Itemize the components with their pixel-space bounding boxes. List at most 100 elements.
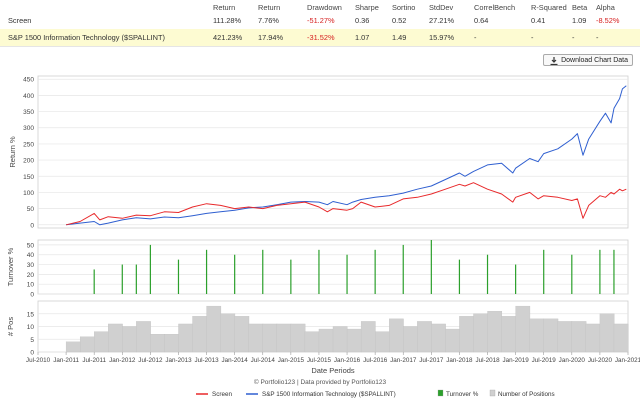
x-tick-label: Jul-2013 <box>194 357 219 364</box>
x-tick-label: Jan-2014 <box>222 357 249 364</box>
cell-alpha: -8.52% <box>596 16 620 25</box>
cell-drawdown: -51.27% <box>307 16 335 25</box>
screen-series-line <box>65 182 627 226</box>
legend-label: Turnover % <box>446 391 479 398</box>
positions-bar <box>178 323 193 353</box>
y-tick-label: 100 <box>23 190 34 197</box>
y-tick-label: 15 <box>27 311 35 318</box>
positions-bar <box>431 323 446 353</box>
positions-bar <box>332 326 348 353</box>
y-tick-label: 400 <box>23 93 34 100</box>
y-tick-label: 250 <box>23 141 34 148</box>
positions-bar <box>65 341 81 353</box>
x-tick-label: Jul-2015 <box>307 357 332 364</box>
cell-sharpe: 1.07 <box>355 33 370 42</box>
positions-bar <box>234 316 250 353</box>
y-tick-label: 450 <box>23 77 34 84</box>
y-tick-label: 10 <box>27 324 35 331</box>
turnover-bar <box>402 244 404 294</box>
cell-drawdown: -31.52% <box>307 33 335 42</box>
cell-return: 421.23% <box>213 33 243 42</box>
cell-beta: - <box>572 33 575 42</box>
y-tick-label: 0 <box>30 222 34 229</box>
positions-bar <box>501 316 517 353</box>
turnover-bar <box>346 254 348 294</box>
positions-bar <box>557 321 573 353</box>
x-tick-label: Jul-2014 <box>251 357 276 364</box>
turnover-bar <box>599 249 601 294</box>
positions-bar <box>290 323 306 353</box>
turnover-bar <box>613 249 615 294</box>
download-label: Download Chart Data <box>561 57 628 64</box>
cell-alpha: - <box>596 33 599 42</box>
legend-label: Number of Positions <box>498 391 555 398</box>
x-tick-label: Jul-2011 <box>82 357 106 364</box>
positions-bar <box>136 321 151 353</box>
turnover-bar <box>149 244 151 294</box>
x-tick-label: Jan-2021 <box>615 357 640 364</box>
positions-bar <box>122 326 137 353</box>
x-tick-label: Jul-2012 <box>138 357 163 364</box>
cell-correlbench: 0.64 <box>474 16 489 25</box>
turnover-bar <box>93 269 95 294</box>
x-tick-label: Jan-2019 <box>502 357 529 364</box>
positions-bar <box>515 305 531 353</box>
y-tick-label: 150 <box>23 174 34 181</box>
positions-bar <box>613 323 629 353</box>
y-tick-label: 20 <box>27 272 35 279</box>
turnover-bar <box>374 249 376 294</box>
cell-return: 111.28% <box>213 16 242 25</box>
panel-frame <box>37 239 629 295</box>
cell-sortino: 0.52 <box>392 16 407 25</box>
x-tick-label: Jan-2020 <box>559 357 586 364</box>
positions-bar <box>108 323 123 353</box>
cell-annual-return: 7.76% <box>258 16 279 25</box>
y-tick-label: 5 <box>30 337 34 344</box>
cell-sortino: 1.49 <box>392 33 407 42</box>
positions-bar <box>487 311 503 353</box>
positions-bar <box>389 318 404 353</box>
turnover-bar <box>135 264 137 294</box>
y-tick-label: 50 <box>27 242 35 249</box>
x-tick-label: Jan-2012 <box>109 357 136 364</box>
positions-bar <box>150 333 165 353</box>
stats-row-screen: Screen 111.28% 7.76% -51.27% 0.36 0.52 2… <box>0 12 640 30</box>
turnover-bar <box>290 259 292 294</box>
credit-text: © Portfolio123 | Data provided by Portfo… <box>254 378 387 386</box>
cell-beta: 1.09 <box>572 16 587 25</box>
x-tick-label: Jan-2016 <box>334 357 361 364</box>
positions-bar <box>220 313 236 353</box>
positions-bar <box>94 331 109 353</box>
positions-bar <box>473 313 488 353</box>
legend-label: Screen <box>212 391 232 398</box>
turnover-bar <box>121 264 123 294</box>
x-tick-label: Jul-2017 <box>419 357 444 364</box>
cell-rsquared: 0.41 <box>531 16 546 25</box>
turnover-bar <box>177 259 180 294</box>
download-icon <box>550 57 558 65</box>
turnover-bar <box>430 240 432 294</box>
positions-bar <box>529 318 545 353</box>
positions-bar <box>164 333 179 353</box>
y-axis-label: Return % <box>8 136 17 168</box>
positions-bar <box>543 318 559 353</box>
y-tick-label: 30 <box>27 262 35 269</box>
positions-bar <box>459 316 474 353</box>
positions-bar <box>192 316 208 353</box>
x-tick-label: Jul-2016 <box>363 357 388 364</box>
turnover-bar <box>318 249 320 294</box>
stats-row-benchmark: S&P 1500 Information Technology ($SPALLI… <box>0 29 640 47</box>
x-tick-label: Jan-2018 <box>446 357 473 364</box>
cell-stddev: 15.97% <box>429 33 455 42</box>
x-axis-label: Date Periods <box>311 366 355 375</box>
x-tick-label: Jan-2015 <box>278 357 305 364</box>
positions-bar <box>206 305 222 353</box>
x-tick-label: Jul-2019 <box>532 357 557 364</box>
y-tick-label: 10 <box>27 282 35 289</box>
legend-label: S&P 1500 Information Technology ($SPALLI… <box>262 391 396 398</box>
header-stddev: StdDev <box>429 3 454 12</box>
download-chart-data-button[interactable]: Download Chart Data <box>543 54 633 66</box>
positions-bar <box>403 326 418 353</box>
turnover-bar <box>458 259 461 294</box>
header-alpha: Alpha <box>596 3 615 12</box>
